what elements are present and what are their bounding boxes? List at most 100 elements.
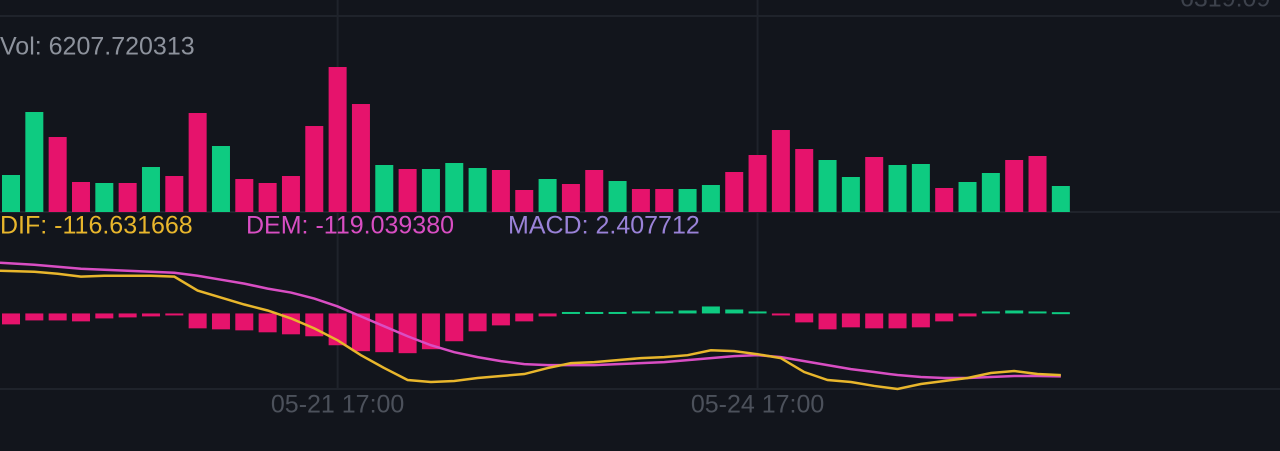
volume-bar [1051, 186, 1070, 212]
volume-bar [981, 173, 1000, 212]
macd-bar [958, 313, 977, 317]
volume-bar [958, 182, 977, 212]
x-tick-label: 05-21 17:00 [271, 391, 404, 419]
volume-bar [375, 165, 394, 212]
macd-bar [1005, 310, 1024, 314]
volume-bar [608, 181, 627, 212]
macd-bar [888, 313, 907, 329]
volume-bar [118, 183, 137, 212]
volume-bar [515, 190, 534, 212]
volume-bar [2, 175, 20, 212]
volume-bar [25, 112, 44, 212]
volume-bar [935, 188, 954, 212]
volume-bar [795, 149, 814, 212]
volume-bar [865, 157, 884, 212]
volume-bar [211, 146, 230, 212]
volume-bar [655, 189, 674, 212]
corner-label: 6319.09 [1180, 0, 1270, 13]
macd-bar [841, 313, 860, 328]
volume-bar [888, 165, 907, 212]
macd-bar [631, 311, 650, 314]
volume-bar [585, 170, 604, 212]
macd-bar [865, 313, 884, 329]
legend-label: MACD: 2.407712 [508, 212, 700, 240]
volume-bar [911, 164, 930, 212]
macd-bar [118, 313, 137, 318]
volume-bar [1028, 156, 1047, 212]
macd-bar [678, 310, 697, 314]
macd-bar [491, 313, 510, 326]
macd-bar [795, 313, 814, 323]
volume-bar [748, 155, 767, 212]
volume-bar [71, 182, 90, 212]
macd-bar [25, 313, 44, 321]
volume-bar [141, 167, 160, 212]
macd-bar [141, 313, 160, 317]
volume-bar [258, 183, 277, 212]
volume-bar [421, 169, 440, 212]
volume-bar [188, 113, 207, 212]
legend-label: DEM: -119.039380 [246, 212, 454, 240]
macd-bar [95, 313, 114, 319]
macd-bar [2, 313, 20, 325]
x-tick-label: 05-24 17:00 [691, 391, 824, 419]
volume-bar [165, 176, 184, 212]
macd-bar [981, 311, 1000, 314]
volume-bar [725, 172, 744, 212]
macd-bar [211, 313, 230, 330]
macd-line [0, 269, 1061, 391]
volume-bar [468, 168, 487, 212]
macd-bar [398, 313, 417, 354]
volume-bar [305, 126, 324, 212]
macd-bar [608, 311, 627, 314]
volume-bar [678, 189, 697, 212]
macd-bar [655, 311, 674, 314]
macd-bar [468, 313, 487, 332]
macd-bar [748, 311, 767, 314]
macd-bar [445, 313, 464, 342]
macd-bar [911, 313, 930, 328]
macd-bar [71, 313, 90, 322]
macd-bar [258, 313, 277, 333]
macd-bar [538, 313, 557, 317]
macd-bar [351, 313, 370, 352]
macd-line [0, 261, 1061, 380]
volume-bar [771, 130, 790, 212]
volume-bar [818, 160, 837, 212]
macd-bar [421, 313, 440, 350]
macd-bar [818, 313, 837, 330]
volume-bar [631, 189, 650, 212]
volume-bar [1005, 160, 1024, 212]
volume-bar [701, 184, 720, 212]
macd-bar [515, 313, 534, 322]
macd-bar [1051, 312, 1070, 315]
macd-bar [281, 313, 300, 335]
volume-bar [398, 169, 417, 212]
volume-bar [561, 184, 580, 212]
macd-bar [165, 313, 184, 316]
volume-bar [538, 179, 557, 212]
volume-bar [445, 163, 464, 212]
volume-bar [328, 67, 347, 212]
volume-bar [841, 177, 860, 212]
macd-bar [48, 313, 67, 321]
macd-bar [771, 313, 790, 316]
volume-bar [281, 176, 300, 212]
macd-bar [1028, 311, 1047, 314]
macd-bar [935, 313, 954, 322]
volume-bar [48, 137, 67, 212]
macd-bar [725, 309, 744, 314]
macd-bar [585, 311, 604, 314]
macd-bar [375, 313, 394, 353]
volume-label: Vol: 6207.720313 [0, 33, 195, 61]
macd-bar [235, 313, 254, 331]
volume-bar [491, 170, 510, 212]
macd-bar [701, 306, 720, 314]
macd-bar [188, 313, 207, 329]
volume-bar [235, 179, 254, 212]
macd-bar [561, 311, 580, 314]
volume-bar [351, 104, 370, 212]
